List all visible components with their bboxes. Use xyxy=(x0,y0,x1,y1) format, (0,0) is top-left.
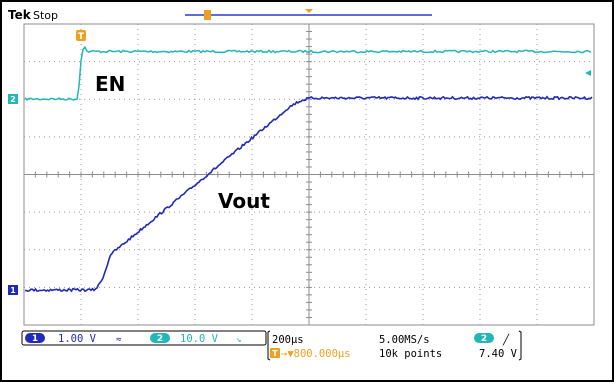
trigger-source-readout[interactable]: 2 ╱ xyxy=(474,333,510,346)
record-trigger-marker xyxy=(305,9,313,13)
trigger-delay-value: →▼800.000µs xyxy=(281,348,351,360)
svg-text:2: 2 xyxy=(157,334,163,344)
trigger-level-readout[interactable]: 7.40 V xyxy=(479,348,518,360)
ch2-marker-icon xyxy=(8,94,18,104)
ch1-badge xyxy=(25,333,45,343)
svg-text:1: 1 xyxy=(10,286,16,295)
ch1-coupling-icon: ≈ xyxy=(116,335,122,345)
record-window-marker xyxy=(204,10,211,20)
timebase-readout[interactable]: 200µs xyxy=(272,334,304,346)
ch2-waveform-en xyxy=(24,45,592,101)
brand-logo: Tek xyxy=(8,8,32,22)
trigger-position-marker[interactable]: T xyxy=(76,30,86,42)
trigger-position-icon xyxy=(76,30,86,41)
trigger-source-badge xyxy=(474,333,494,343)
label-vout: Vout xyxy=(218,189,270,213)
delay-trigger-icon xyxy=(270,348,280,358)
svg-text:2: 2 xyxy=(481,334,487,344)
ch2-scale: 10.0 V xyxy=(180,333,219,345)
ch1-waveform-vout xyxy=(24,95,593,293)
ch1-ground-marker[interactable]: 1 xyxy=(8,285,18,295)
acquisition-state[interactable]: Stop xyxy=(33,9,58,22)
label-en: EN xyxy=(95,72,125,96)
ch2-coupling-icon: ↘ xyxy=(236,335,241,345)
readout-bar: 1 1.00 V ≈ 2 10.0 V ↘ 200µs 5.00MS/s 2 ╱… xyxy=(21,330,522,361)
svg-text:1: 1 xyxy=(32,334,38,344)
record-length-readout: 10k points xyxy=(379,348,442,360)
horizontal-bracket-right xyxy=(518,330,522,361)
channel-readout-box xyxy=(21,330,267,346)
ch2-ground-marker[interactable]: 2 xyxy=(8,94,18,104)
svg-text:T: T xyxy=(272,349,278,358)
horizontal-bracket-left xyxy=(267,330,271,361)
ch2-badge xyxy=(150,333,170,343)
ch2-readout[interactable]: 2 10.0 V ↘ xyxy=(150,333,241,345)
ch1-marker-icon xyxy=(8,285,18,295)
graticule xyxy=(23,23,595,326)
svg-text:2: 2 xyxy=(10,95,16,104)
ch1-scale: 1.00 V xyxy=(58,333,97,345)
trigger-slope-icon: ╱ xyxy=(502,333,510,346)
trigger-delay-readout[interactable]: T →▼800.000µs xyxy=(270,348,351,360)
ch1-readout[interactable]: 1 1.00 V ≈ xyxy=(25,333,122,345)
svg-text:T: T xyxy=(78,32,85,42)
trigger-level-icon xyxy=(585,70,591,76)
sample-rate-readout: 5.00MS/s xyxy=(379,334,430,346)
